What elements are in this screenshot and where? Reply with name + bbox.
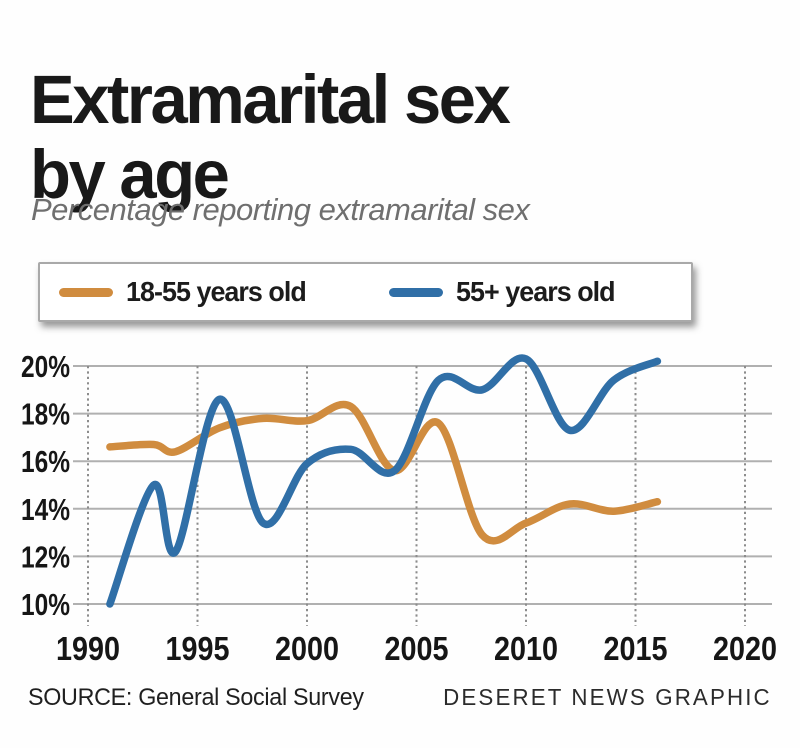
- y-tick-label: 10%: [21, 587, 70, 622]
- legend-swatch-orange: [59, 287, 113, 297]
- graphic-credit: DESERET NEWS GRAPHIC: [443, 684, 772, 710]
- y-tick-label: 20%: [21, 349, 70, 384]
- legend-swatch-blue: [389, 287, 444, 297]
- line-chart: 10% 12% 14% 16% 18% 20% 1990 1995 2000 2005 2010 20…: [21, 349, 777, 667]
- chart-title: Extramarital sex by age: [30, 62, 770, 212]
- x-tick-label: 2000: [275, 630, 339, 667]
- y-tick-label: 14%: [21, 492, 70, 527]
- legend: 18-55 years old 55+ years old: [38, 262, 693, 322]
- chart-title-line2: by age: [30, 136, 230, 214]
- x-tick-label: 2015: [604, 630, 668, 667]
- y-tick-label: 16%: [21, 444, 70, 479]
- chart-subtitle: Percentage reporting extramarital sex: [31, 192, 530, 227]
- x-tick-label: 2010: [494, 630, 558, 667]
- y-tick-label: 12%: [21, 539, 70, 574]
- x-tick-label: 2005: [385, 630, 449, 667]
- legend-item-18-55: 18-55 years old: [59, 276, 313, 308]
- legend-label-18-55: 18-55 years old: [126, 276, 307, 307]
- legend-label-55plus: 55+ years old: [456, 276, 616, 307]
- x-tick-label: 1995: [166, 630, 230, 667]
- legend-item-55plus: 55+ years old: [389, 276, 621, 308]
- x-tick-label: 1990: [56, 630, 120, 667]
- footer: SOURCE: General Social Survey DESERET NE…: [28, 684, 772, 712]
- x-tick-label: 2020: [713, 630, 777, 667]
- source-credit: SOURCE: General Social Survey: [28, 684, 364, 711]
- y-tick-label: 18%: [21, 397, 70, 432]
- series-line-18-55: [106, 400, 662, 545]
- series-line-55plus: [106, 354, 662, 608]
- chart-title-line1: Extramarital sex: [30, 61, 511, 139]
